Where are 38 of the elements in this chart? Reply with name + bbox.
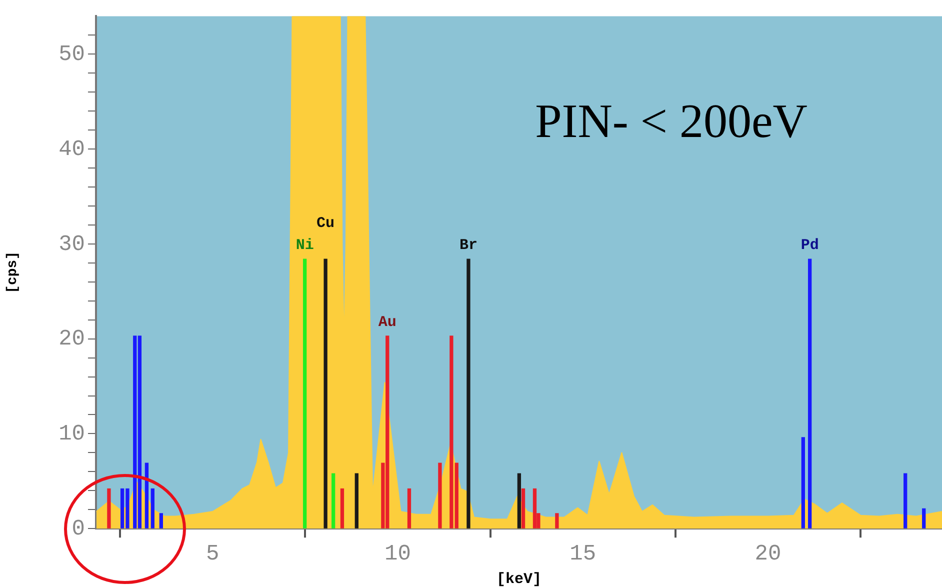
y-axis-title: [cps] [4,251,21,294]
x-axis-title: [keV] [496,570,542,588]
annotation: Br [459,236,478,254]
annotation: Cu [316,214,335,232]
y-tick-label: 20 [58,326,85,352]
bar [340,488,344,528]
bar [324,258,328,528]
bar [144,462,149,528]
bar [904,473,908,528]
bar [331,473,336,528]
y-tick-label: 10 [58,422,85,447]
bar [407,488,412,528]
bar [532,488,537,528]
bar [517,473,522,528]
bar [107,488,111,528]
bar [808,258,812,528]
x-tick-label: 20 [754,542,782,567]
x-tick-label: 15 [570,542,596,567]
bar [302,258,307,528]
bar [466,258,470,528]
bar [801,437,805,528]
y-tick-label: 0 [72,516,85,542]
annotation: PIN- < 200eV [535,94,808,148]
x-tick-label: 10 [384,542,411,567]
bar [922,508,926,528]
bar [354,473,358,528]
annotation: Au [378,314,396,331]
bar [159,513,163,528]
bar [521,488,526,528]
annotation: Pd [800,236,819,254]
y-tick-label: 30 [58,232,85,257]
x-tick-label: 5 [206,542,220,567]
annotation: Ni [296,236,314,254]
y-tick-label: 40 [58,136,85,162]
bar [150,488,154,528]
y-tick-label: 50 [58,42,85,67]
bar [555,513,559,528]
bar [438,462,442,528]
